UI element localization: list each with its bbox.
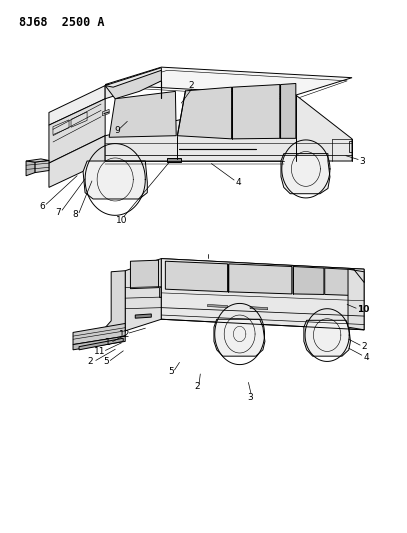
Polygon shape	[304, 320, 350, 356]
Polygon shape	[26, 159, 49, 162]
Polygon shape	[177, 87, 232, 139]
Polygon shape	[105, 67, 352, 95]
Text: 3: 3	[359, 157, 365, 166]
Text: 8: 8	[72, 211, 78, 219]
Polygon shape	[125, 259, 161, 331]
Polygon shape	[165, 261, 228, 292]
Polygon shape	[109, 91, 176, 138]
Polygon shape	[79, 338, 123, 350]
Text: 2: 2	[88, 357, 93, 366]
Polygon shape	[83, 271, 125, 346]
Polygon shape	[348, 269, 364, 330]
Polygon shape	[229, 264, 292, 294]
Polygon shape	[232, 85, 280, 139]
Text: 5: 5	[103, 357, 109, 366]
Text: 8J68  2500 A: 8J68 2500 A	[19, 16, 104, 29]
Polygon shape	[280, 84, 296, 139]
Polygon shape	[73, 336, 125, 350]
Polygon shape	[208, 304, 228, 308]
Polygon shape	[73, 324, 125, 344]
Polygon shape	[167, 158, 182, 162]
Polygon shape	[281, 154, 330, 193]
Text: 1: 1	[105, 338, 111, 347]
Text: 2: 2	[188, 81, 194, 90]
Polygon shape	[105, 70, 161, 99]
Text: 2: 2	[195, 382, 200, 391]
Text: 10: 10	[357, 305, 369, 314]
Text: 6: 6	[39, 202, 45, 211]
Polygon shape	[161, 259, 364, 330]
Polygon shape	[105, 95, 352, 161]
Polygon shape	[159, 287, 161, 297]
Polygon shape	[293, 266, 324, 294]
Polygon shape	[105, 68, 161, 99]
Polygon shape	[35, 160, 49, 173]
Polygon shape	[49, 86, 105, 125]
Polygon shape	[325, 268, 354, 295]
Polygon shape	[49, 136, 105, 188]
Text: 2: 2	[361, 342, 367, 351]
Text: 3: 3	[247, 393, 252, 402]
Polygon shape	[161, 259, 364, 282]
Text: 4: 4	[236, 177, 242, 187]
Text: 9: 9	[114, 126, 120, 135]
Text: 4: 4	[363, 353, 369, 362]
Polygon shape	[26, 161, 35, 176]
Polygon shape	[135, 314, 151, 318]
Polygon shape	[49, 99, 105, 163]
Polygon shape	[102, 109, 109, 116]
Text: 7: 7	[55, 208, 61, 217]
Polygon shape	[214, 319, 265, 356]
Polygon shape	[130, 260, 159, 289]
Polygon shape	[250, 306, 268, 310]
Text: 12: 12	[119, 329, 130, 338]
Text: 5: 5	[168, 367, 174, 376]
Polygon shape	[83, 161, 147, 199]
Text: 11: 11	[94, 348, 106, 357]
Text: 10: 10	[116, 216, 127, 225]
